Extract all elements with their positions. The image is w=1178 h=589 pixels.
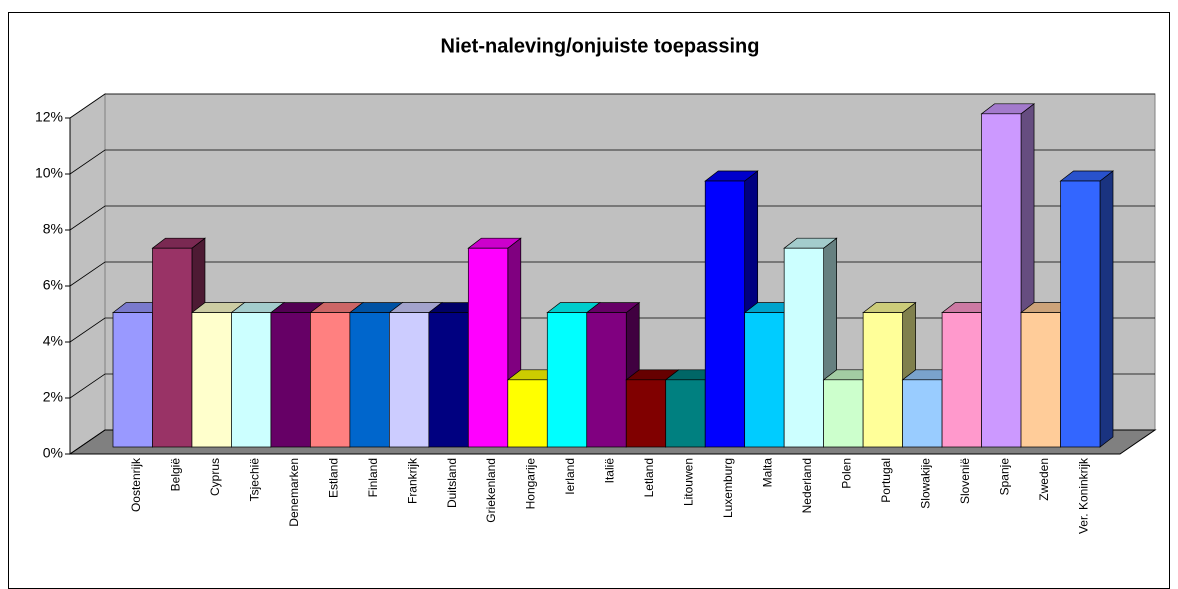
bar (1060, 180, 1101, 448)
chart-title: Niet-naleving/onjuiste toepassing (441, 35, 760, 57)
bar (981, 113, 1022, 448)
bar (862, 312, 903, 448)
bar (152, 247, 193, 448)
bar (112, 312, 153, 448)
bar (467, 247, 509, 448)
bar (586, 312, 627, 448)
x-tick-label: Letland (642, 458, 656, 497)
x-tick-label: Slowakije (919, 458, 933, 509)
x-tick-label: Tsjechië (247, 458, 261, 502)
x-tick-label: Duitsland (445, 458, 459, 508)
bar (191, 312, 232, 448)
x-tick-label: Griekenland (484, 458, 498, 523)
x-tick-label: Cyprus (208, 458, 222, 496)
x-tick-label: Estland (326, 458, 340, 498)
x-tick-label: Finland (366, 458, 380, 497)
bar (270, 312, 311, 448)
bar (625, 379, 667, 448)
x-tick-label: Ierland (563, 458, 577, 495)
x-tick-label: Zweden (1037, 458, 1051, 501)
bar (823, 379, 864, 448)
x-tick-label: Oostenrijk (129, 457, 143, 512)
grid-line (69, 93, 1155, 119)
bar (507, 379, 548, 448)
y-tick-label: 4% (43, 333, 63, 349)
bar (783, 247, 824, 448)
bar (941, 312, 982, 448)
bar (704, 180, 746, 448)
bar-side (1099, 170, 1114, 448)
x-tick-label: Italië (603, 458, 617, 484)
x-tick-label: België (168, 458, 182, 492)
x-tick-label: Frankrijk (405, 457, 419, 504)
x-tick-label: Spanje (997, 458, 1011, 496)
y-tick-label: 0% (43, 445, 63, 461)
bar (546, 312, 588, 448)
y-tick-label: 8% (43, 221, 63, 237)
x-tick-label: Hongarije (524, 458, 538, 510)
bar (1020, 312, 1061, 448)
bar (349, 312, 390, 448)
x-tick-label: Ver. Koninkrijk (1076, 457, 1090, 534)
grid-line (69, 205, 1155, 231)
x-tick-label: Portugal (879, 458, 893, 503)
x-tick-label: Slovenië (958, 458, 972, 504)
bar (310, 312, 351, 448)
bar (665, 379, 706, 448)
x-tick-label: Polen (840, 458, 854, 489)
y-tick-label: 2% (43, 389, 63, 405)
x-tick-label: Luxemburg (721, 458, 735, 518)
bar (428, 312, 469, 448)
x-tick-label: Malta (761, 458, 775, 488)
y-tick-label: 6% (43, 277, 63, 293)
bar (902, 379, 943, 448)
y-tick-label: 10% (35, 165, 63, 181)
y-tick-label: 12% (35, 109, 63, 125)
bar (744, 312, 785, 448)
x-tick-label: Denemarken (287, 458, 301, 527)
bar (389, 312, 430, 448)
grid-line (69, 149, 1155, 175)
bar (231, 312, 272, 448)
x-tick-label: Litouwen (682, 458, 696, 506)
x-tick-label: Nederland (800, 458, 814, 513)
